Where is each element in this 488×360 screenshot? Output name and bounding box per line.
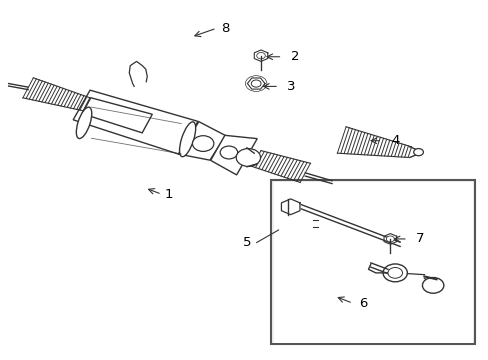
Text: 2: 2 <box>291 50 299 63</box>
Ellipse shape <box>76 107 92 139</box>
Bar <box>271 180 474 344</box>
Circle shape <box>382 264 407 282</box>
Text: 5: 5 <box>242 236 251 249</box>
Circle shape <box>236 149 260 166</box>
Polygon shape <box>281 199 299 215</box>
Text: 4: 4 <box>390 134 399 147</box>
Text: 3: 3 <box>287 80 295 93</box>
Text: 8: 8 <box>221 22 229 35</box>
Polygon shape <box>178 122 225 160</box>
Circle shape <box>220 146 237 159</box>
Circle shape <box>422 278 443 293</box>
Circle shape <box>256 53 265 59</box>
Circle shape <box>386 236 393 242</box>
Text: 1: 1 <box>164 188 173 201</box>
Polygon shape <box>210 135 257 175</box>
Circle shape <box>192 136 213 152</box>
Polygon shape <box>82 98 152 133</box>
Ellipse shape <box>179 122 195 157</box>
Circle shape <box>413 149 423 156</box>
Circle shape <box>387 267 402 278</box>
Text: 7: 7 <box>415 233 424 246</box>
Circle shape <box>251 80 261 87</box>
Text: 6: 6 <box>359 297 367 310</box>
Polygon shape <box>73 90 198 154</box>
Bar <box>273 182 472 342</box>
